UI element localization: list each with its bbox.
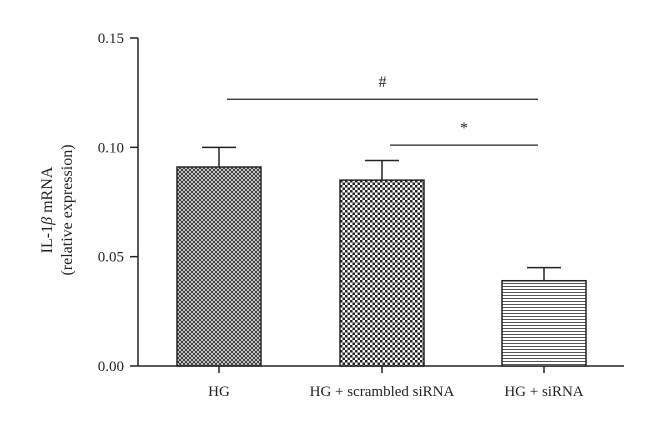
significance-label: # <box>379 74 387 91</box>
y-tick-label: 0.00 <box>98 359 124 375</box>
y-axis-label-line2: (relative expression) <box>59 144 76 275</box>
y-tick-label: 0.10 <box>98 140 124 156</box>
y-tick-label: 0.05 <box>98 250 124 266</box>
x-tick-label: HG + siRNA <box>504 384 583 400</box>
y-axis-label-line1: IL-1β mRNA <box>39 166 56 253</box>
bar <box>501 279 587 367</box>
error-bars <box>202 146 561 281</box>
bar <box>176 166 262 367</box>
bar <box>339 179 425 367</box>
x-tick-label: HG + scrambled siRNA <box>310 384 455 400</box>
y-tick-label: 0.15 <box>98 31 124 47</box>
x-tick-label: HG <box>208 384 230 400</box>
significance-label: * <box>460 120 468 137</box>
significance-annotations: #* <box>227 74 538 146</box>
bars <box>176 166 587 367</box>
